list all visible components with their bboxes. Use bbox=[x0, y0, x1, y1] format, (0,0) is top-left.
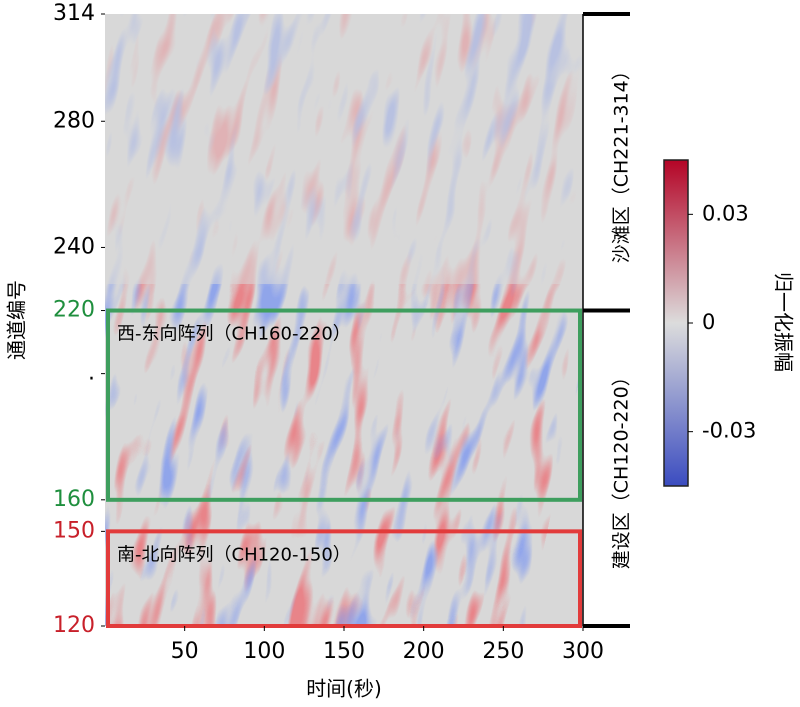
x-tick-label: 150 bbox=[323, 639, 365, 664]
x-axis-label: 时间(秒) bbox=[306, 677, 382, 701]
colorbar-tick-label: 0.03 bbox=[702, 201, 749, 225]
region-label: 西-东向阵列（CH160-220） bbox=[117, 324, 351, 345]
x-tick-label: 300 bbox=[562, 639, 604, 664]
x-tick-label: 100 bbox=[243, 639, 285, 664]
x-tick-label: 200 bbox=[403, 639, 445, 664]
y-tick-label: 280 bbox=[53, 108, 95, 133]
y-tick-label: 240 bbox=[53, 234, 95, 259]
region-label: 南-北向阵列（CH120-150） bbox=[117, 544, 351, 565]
x-tick-label: 50 bbox=[171, 639, 199, 664]
y-tick-label: 314 bbox=[53, 1, 95, 26]
y-axis-label: 通道编号 bbox=[5, 280, 29, 360]
zone-label: 沙滩区（CH221-314） bbox=[611, 61, 633, 263]
y-tick-label: 220 bbox=[53, 298, 95, 323]
heatmap-texture bbox=[105, 14, 583, 626]
zone-label: 建设区（CH120-220） bbox=[611, 367, 633, 569]
x-tick-label: 250 bbox=[482, 639, 524, 664]
colorbar-tick-label: -0.03 bbox=[702, 419, 756, 443]
y-tick-label: 120 bbox=[53, 613, 95, 638]
y-tick-label: 160 bbox=[53, 487, 95, 512]
colorbar bbox=[663, 159, 689, 487]
y-tick-label: 150 bbox=[53, 518, 95, 543]
y-tick-label: . bbox=[88, 361, 95, 386]
colorbar-tick-label: 0 bbox=[702, 310, 715, 334]
colorbar-label: 归一化振幅 bbox=[772, 272, 796, 372]
region-box bbox=[106, 308, 582, 502]
